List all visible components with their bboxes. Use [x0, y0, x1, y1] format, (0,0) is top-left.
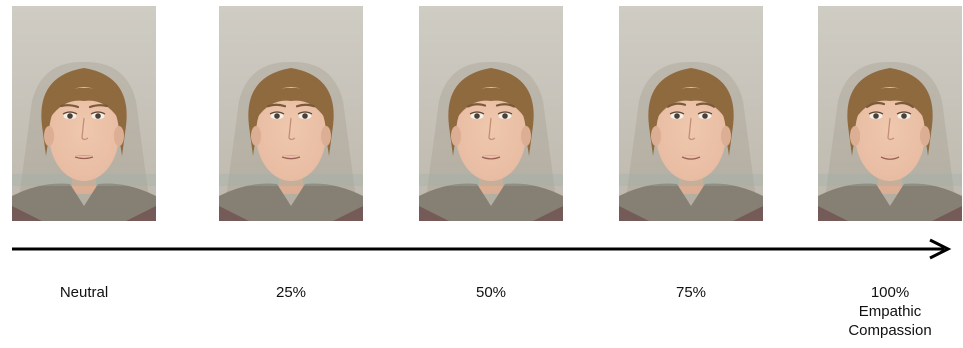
- face-photo-3: [419, 6, 563, 221]
- face-photo-4: [619, 6, 763, 221]
- progression-arrow: [12, 238, 952, 260]
- frame-label-2: 25%: [275, 284, 307, 301]
- frame-label-3: 50%: [475, 284, 507, 301]
- face-photo-1: [12, 6, 156, 221]
- face-photo-5: [818, 6, 962, 221]
- frame-label-4: 75%: [675, 284, 707, 301]
- frame-label-1: Neutral: [59, 284, 109, 301]
- face-photo-2: [219, 6, 363, 221]
- frame-label-5: 100% Empathic Compassion: [848, 284, 932, 339]
